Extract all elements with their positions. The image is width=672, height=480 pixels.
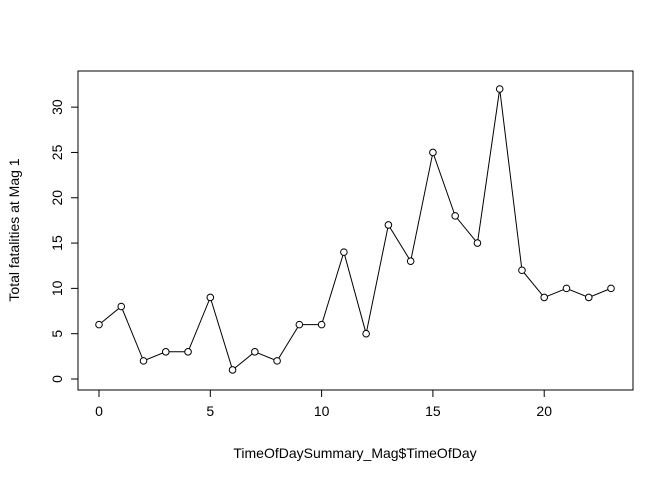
data-point	[161, 348, 170, 356]
plot-box	[77, 70, 634, 391]
data-point	[451, 212, 459, 220]
data-point	[273, 357, 281, 365]
data-point	[607, 284, 615, 293]
x-tick-label: 15	[425, 403, 441, 419]
data-point	[184, 348, 192, 356]
data-point	[295, 320, 304, 329]
x-axis: 0 5 10 15 20	[95, 389, 552, 419]
data-point	[95, 320, 103, 329]
data-point	[562, 284, 571, 293]
y-tick-label: 5	[49, 330, 65, 338]
x-axis-label: TimeOfDaySummary_Mag$TimeOfDay	[233, 445, 476, 461]
data-point	[540, 293, 549, 302]
data-point	[473, 239, 482, 247]
data-point	[384, 221, 393, 229]
y-tick-label: 0	[49, 375, 65, 383]
data-point	[495, 85, 504, 93]
data-point	[139, 357, 148, 365]
y-tick-label: 25	[49, 144, 65, 160]
data-point	[429, 148, 437, 157]
x-tick-label: 0	[95, 403, 103, 419]
series-line	[98, 88, 612, 371]
y-axis: 0 5 10 15 20 25 30	[49, 99, 79, 383]
data-point	[406, 257, 415, 265]
y-tick-label: 20	[49, 190, 65, 206]
y-tick-label: 10	[49, 280, 65, 296]
y-tick-label: 15	[49, 235, 65, 251]
data-points	[95, 85, 615, 374]
y-axis-label: Total fatalities at Mag 1	[6, 158, 22, 301]
data-point	[206, 293, 215, 302]
data-point	[584, 293, 593, 302]
x-tick-label: 20	[536, 403, 552, 419]
x-tick-label: 10	[314, 403, 330, 419]
y-tick-label: 30	[49, 99, 65, 115]
data-point	[518, 266, 526, 275]
data-point	[317, 320, 326, 329]
data-point	[117, 302, 126, 311]
data-point	[251, 348, 259, 356]
data-point	[362, 329, 370, 338]
x-tick-label: 5	[206, 403, 214, 419]
data-point	[340, 248, 348, 256]
data-point	[228, 366, 237, 374]
